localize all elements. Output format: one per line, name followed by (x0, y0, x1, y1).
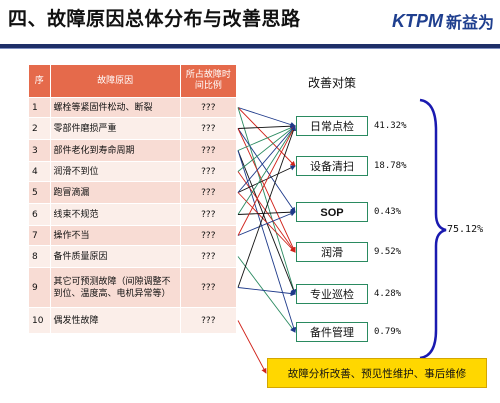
measure-box: 日常点检 (296, 116, 368, 136)
connection-line (237, 123, 296, 129)
measure-percentage: 0.43% (374, 207, 402, 217)
row-cause: 其它可预测故障（间隙调整不到位、温度高、电机异常等） (49, 267, 181, 308)
connection-line (237, 125, 296, 151)
row-cause: 零部件磨损严重 (49, 117, 181, 140)
measure-box: SOP (296, 202, 368, 222)
connection-line (237, 171, 296, 253)
connection-line (237, 125, 296, 236)
connection-line (237, 125, 296, 193)
row-number: 8 (28, 245, 51, 268)
table-row: 8 备件质量原因??? (28, 245, 238, 268)
table-row: 9 其它可预测故障（间隙调整不到位、温度高、电机异常等）??? (28, 267, 238, 308)
measure-box: 润滑 (296, 242, 368, 262)
connection-line (237, 287, 296, 297)
row-cause: 部件老化到寿命周期 (49, 139, 181, 162)
connection-line (237, 125, 296, 172)
slide-header: 四、故障原因总体分布与改善思路 KTPM 新益为 (0, 0, 500, 44)
connection-line (237, 256, 296, 333)
connection-line (237, 211, 296, 236)
logo-mark: KTPM (391, 10, 443, 31)
row-ratio: ??? (179, 307, 238, 334)
header-divider (0, 44, 500, 48)
row-number: 10 (28, 307, 51, 334)
row-ratio: ??? (179, 245, 238, 268)
connection-line (237, 107, 296, 128)
connection-line (237, 125, 297, 288)
row-ratio: ??? (179, 225, 238, 246)
measure-box: 备件管理 (296, 322, 368, 342)
connection-line (237, 320, 267, 374)
measure-percentage: 4.28% (374, 289, 402, 299)
page-title: 四、故障原因总体分布与改善思路 (8, 8, 301, 30)
measure-percentage: 41.32% (374, 121, 407, 131)
row-ratio: ??? (179, 181, 238, 204)
connection-line (237, 107, 296, 167)
row-number: 3 (28, 139, 51, 162)
total-percentage: 75.12% (447, 224, 484, 235)
table-row: 7 操作不当??? (28, 225, 238, 246)
connection-line (237, 165, 296, 193)
row-cause: 跑冒滴漏 (49, 181, 181, 204)
row-cause: 螺栓等紧固件松动、断裂 (49, 97, 181, 118)
row-cause: 润滑不到位 (49, 161, 181, 182)
final-strategy-box: 故障分析改善、预见性维护、事后维修 (267, 358, 487, 388)
measure-percentage: 18.78% (374, 161, 407, 171)
row-ratio: ??? (179, 139, 238, 162)
logo-text: 新益为 (445, 13, 494, 32)
measure-box: 专业巡检 (296, 284, 368, 304)
grouping-brace (419, 98, 447, 360)
row-ratio: ??? (179, 203, 238, 226)
connection-line (237, 125, 296, 215)
connection-line (237, 128, 296, 253)
header-ratio: 所占故障时间比例 (179, 64, 238, 98)
row-ratio: ??? (179, 97, 238, 118)
measures-title: 改善对策 (308, 76, 357, 90)
row-number: 7 (28, 225, 51, 246)
table-row: 1 螺栓等紧固件松动、断裂??? (28, 97, 238, 118)
header-divider-thin (0, 48, 500, 49)
table-row: 10 偶发性故障??? (28, 307, 238, 334)
table-row: 3 部件老化到寿命周期??? (28, 139, 238, 162)
cause-table: 序 故障原因 所占故障时间比例 1 螺栓等紧固件松动、断裂??? 2 零部件磨损严重?… (28, 64, 238, 334)
row-ratio: ??? (179, 161, 238, 182)
row-ratio: ??? (179, 267, 238, 308)
table-row: 2 零部件磨损严重??? (28, 117, 238, 140)
connection-line (237, 107, 297, 295)
table-row: 6 线束不规范??? (28, 203, 238, 226)
row-ratio: ??? (179, 117, 238, 140)
table-row: 5 跑冒滴漏??? (28, 181, 238, 204)
table-row: 4 润滑不到位??? (28, 161, 238, 182)
connection-line (237, 209, 296, 215)
measure-box: 设备清扫 (296, 156, 368, 176)
row-number: 1 (28, 97, 51, 118)
measure-percentage: 0.79% (374, 327, 402, 337)
measure-percentage: 9.52% (374, 247, 402, 257)
connection-line (237, 192, 296, 253)
company-logo: KTPM 新益为 (392, 6, 494, 36)
row-cause: 偶发性故障 (49, 307, 181, 334)
connection-line (237, 150, 297, 333)
